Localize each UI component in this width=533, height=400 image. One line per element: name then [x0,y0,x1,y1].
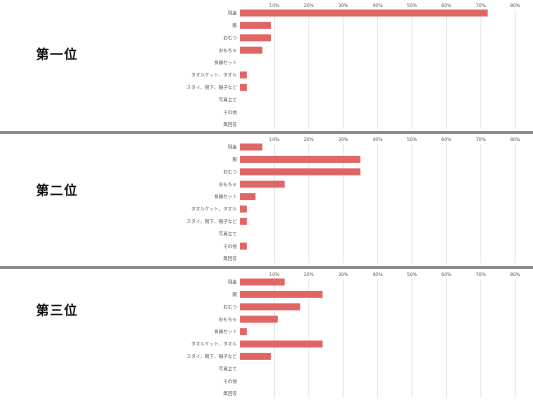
category-label: 無回答 [223,121,237,128]
x-tick-label: 50% [407,137,418,143]
category-label: おむつ [223,303,237,310]
bar [240,9,488,17]
x-tick-label: 40% [372,137,383,143]
bar [240,155,361,163]
category-label: タオルケット、タオル [191,341,237,348]
chart-title: 第三位 [36,304,79,319]
category-label: おむつ [223,168,237,175]
category-label: おもちゃ [219,47,237,54]
x-tick-label: 10% [269,137,280,143]
category-label: おむつ [223,34,237,41]
bar [240,193,256,201]
category-label: 服 [232,157,237,163]
bar [240,328,247,336]
category-label: 現金 [228,279,238,286]
x-tick-label: 10% [269,3,280,9]
x-tick-label: 50% [407,3,418,9]
bar-chart-svg: 10% 20% 30% 40% 50% 60% 70% 80% 現金服おむつおもちゃ食器セットタ… [187,137,521,263]
category-label: 写真立て [219,96,238,103]
x-tick-label: 30% [338,272,349,278]
category-label: 食器セット [214,328,237,335]
bar-chart-svg: 10% 20% 30% 40% 50% 60% 70% 80% 現金服おむつおもちゃ食器セットタ… [187,272,521,398]
bar [240,21,271,29]
category-label: 現金 [228,10,238,17]
bar [240,242,247,250]
x-tick-label: 60% [441,137,452,143]
category-label: 無回答 [223,390,237,397]
bar [240,71,247,79]
category-label: 現金 [228,144,238,151]
chart-panel-2: 第二位 10% 20% 30% 40% 50% 60% 70% 80% 現金服おむつおもちゃ食器セ… [0,134,533,265]
bar [240,34,271,42]
bar [240,180,285,188]
category-label: スタイ、靴下、帽子など [187,84,238,91]
x-tick-label: 60% [441,3,452,9]
category-label: その他 [223,109,237,116]
bar [240,83,247,91]
x-tick-label: 70% [476,137,487,143]
chart-title: 第二位 [36,184,79,199]
chart-panel-1: 第一位 10% 20% 30% 40% 50% 60% 70% 80% 現金服おむつおもちゃ食器セ… [0,0,533,131]
x-tick-label: 20% [304,272,315,278]
category-label: その他 [223,243,237,250]
x-tick-label: 20% [304,3,315,9]
category-label: おもちゃ [219,181,237,188]
bar-chart-svg: 10% 20% 30% 40% 50% 60% 70% 80% 現金服おむつおもちゃ食器セットタ… [187,3,521,129]
category-label: スタイ、靴下、帽子など [187,353,238,360]
x-tick-label: 70% [476,272,487,278]
panel-divider [0,131,533,134]
x-tick-label: 50% [407,272,418,278]
bar [240,352,271,360]
bar [240,46,263,54]
x-tick-label: 80% [510,272,521,278]
x-tick-label: 20% [304,137,315,143]
x-tick-label: 10% [269,272,280,278]
x-tick-label: 30% [338,3,349,9]
category-label: 服 [232,292,237,298]
category-label: その他 [223,378,237,385]
category-label: 無回答 [223,255,237,262]
bar [240,340,323,348]
bar [240,217,247,225]
category-label: 食器セット [214,193,237,200]
x-tick-label: 60% [441,272,452,278]
category-label: タオルケット、タオル [191,72,237,79]
category-label: 写真立て [219,230,238,237]
x-tick-label: 80% [510,3,521,9]
category-label: おもちゃ [219,316,237,323]
bar [240,303,301,311]
x-tick-label: 40% [372,3,383,9]
bar [240,205,247,213]
x-tick-label: 80% [510,137,521,143]
panel-divider [0,266,533,269]
bar [240,278,285,286]
chart-title: 第一位 [36,48,79,63]
category-label: 食器セット [214,59,237,66]
category-label: スタイ、靴下、帽子など [187,218,238,225]
x-tick-label: 40% [372,272,383,278]
x-tick-label: 30% [338,137,349,143]
bar [240,143,263,151]
category-label: タオルケット、タオル [191,206,237,213]
category-label: 服 [232,23,237,29]
bar [240,168,361,176]
x-tick-label: 70% [476,3,487,9]
chart-panel-3: 第三位 10% 20% 30% 40% 50% 60% 70% 80% 現金服おむつおもちゃ食器セ… [0,269,533,400]
bar [240,290,323,298]
bar [240,315,278,323]
category-label: 写真立て [219,365,238,372]
